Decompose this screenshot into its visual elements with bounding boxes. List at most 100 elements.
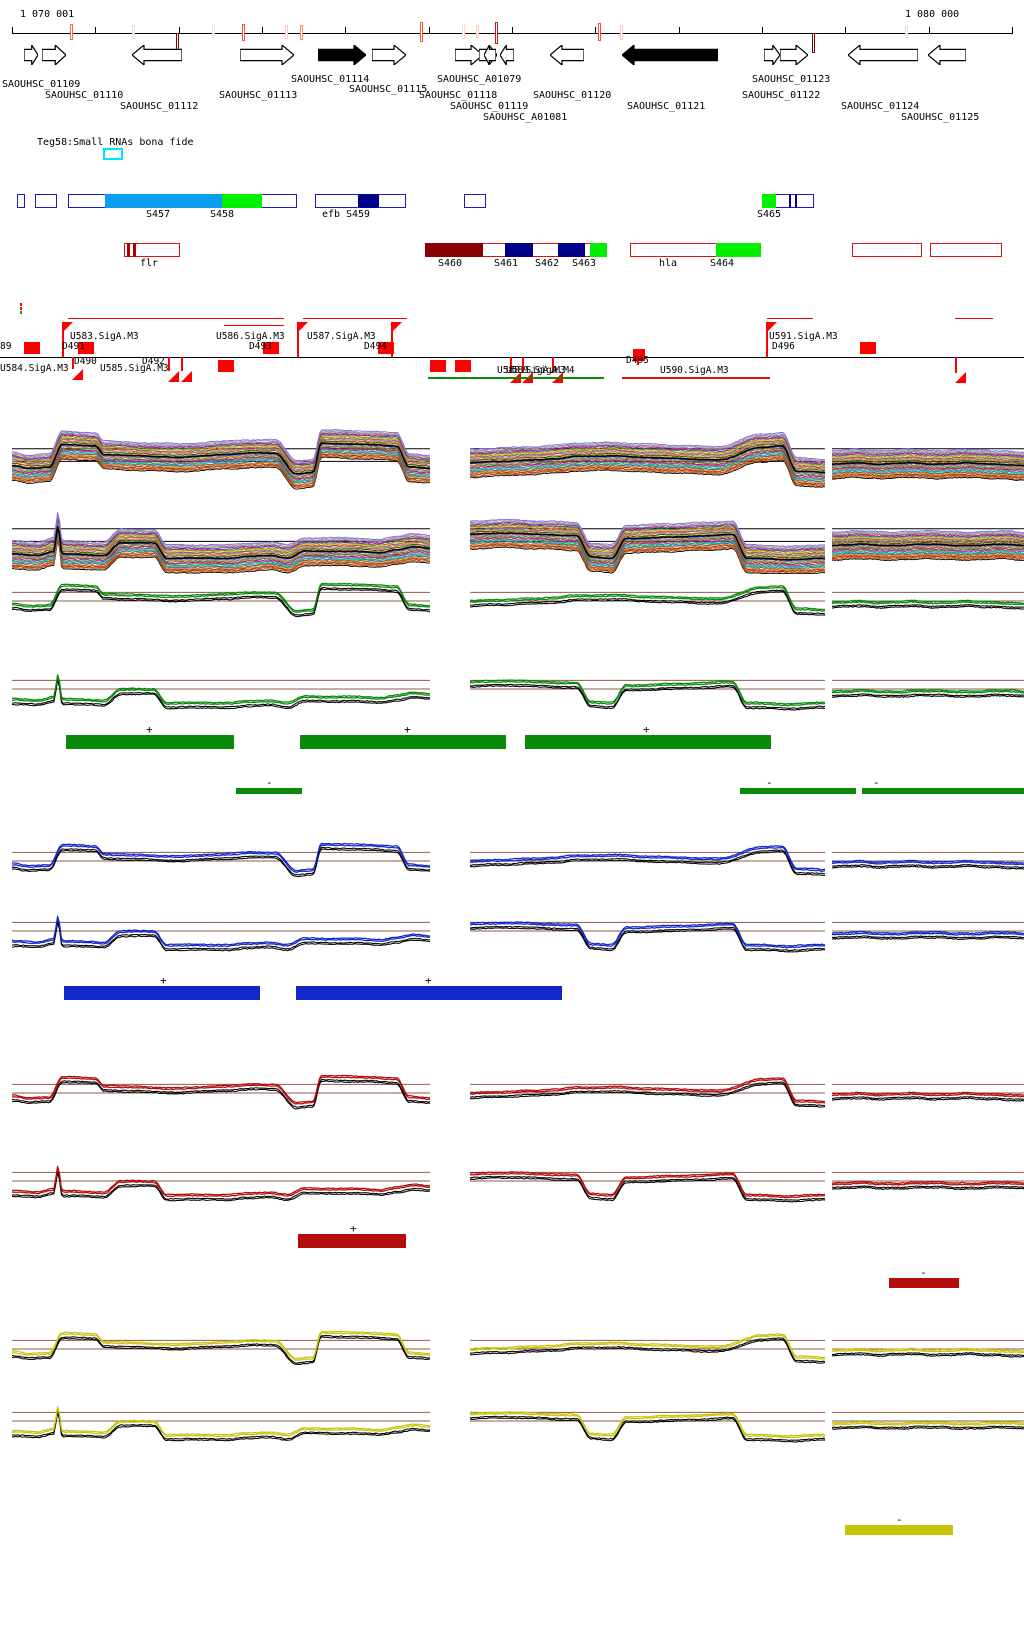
- gene-arrow-saouhsc_01112[interactable]: [132, 45, 182, 65]
- condition-bar-green-plus[interactable]: [525, 735, 771, 749]
- siga-label: D491: [62, 341, 85, 352]
- transcript-segment-label: S464: [710, 258, 735, 269]
- transcript-feature-segment: [558, 243, 585, 257]
- siga-site-marker: [633, 349, 645, 361]
- siga-promoter-flag: [62, 322, 74, 336]
- gene-label: SAOUHSC_01114: [291, 74, 370, 85]
- condition-bar-sign: +: [146, 723, 153, 736]
- expression-profile-panel: [12, 900, 430, 962]
- gene-arrow-saouhsc_a01081[interactable]: [500, 45, 514, 65]
- gene-label: SAOUHSC_01112: [120, 101, 199, 112]
- gene-arrow-saouhsc_01115[interactable]: [372, 45, 406, 65]
- transcript-segment-label: S460: [438, 258, 463, 269]
- condition-bar-green-minus[interactable]: [740, 788, 856, 794]
- restriction-site-icon: [420, 22, 423, 42]
- gene-label: SAOUHSC_01122: [742, 90, 821, 101]
- gene-arrow-saouhsc_01110[interactable]: [42, 45, 66, 65]
- gene-label: SAOUHSC_01119: [450, 101, 529, 112]
- siga-label: 89: [0, 341, 12, 352]
- siga-terminator-flag: [181, 371, 192, 385]
- siga-site-marker: [218, 360, 234, 372]
- siga-span-bar: [68, 318, 281, 319]
- gene-arrow-saouhsc_01124[interactable]: [848, 45, 918, 65]
- siga-stem: [522, 357, 524, 373]
- condition-bar-yellow-minus[interactable]: [845, 1525, 953, 1535]
- condition-bar-green-plus[interactable]: [300, 735, 506, 749]
- siga-stem: [955, 357, 957, 373]
- condition-bar-sign: +: [404, 723, 411, 736]
- siga-stem: [510, 357, 512, 373]
- expression-profile-panel: [470, 1390, 825, 1452]
- expression-profile-panel: [12, 1150, 430, 1212]
- srna-feature-segment: [762, 194, 776, 208]
- expression-profile-panel: [470, 425, 825, 495]
- srna-feature-box[interactable]: [35, 194, 57, 208]
- condition-bar-green-minus[interactable]: [236, 788, 302, 794]
- siga-tick-dot: [20, 307, 22, 310]
- transcript-feature-box[interactable]: [930, 243, 1002, 257]
- srna-track-title: Teg58:Small RNAs bona fide: [37, 137, 194, 148]
- siga-span-bar: [224, 318, 284, 319]
- gene-label: SAOUHSC_01118: [419, 90, 498, 101]
- ruler-tick: [678, 27, 680, 34]
- restriction-site-icon: [242, 24, 245, 41]
- siga-promoter-flag: [297, 322, 309, 336]
- siga-label: U585.SigA.M3: [100, 363, 169, 374]
- expression-profile-panel: [12, 505, 430, 575]
- siga-terminator-flag: [72, 369, 83, 383]
- gene-arrow-saouhsc_01109[interactable]: [24, 45, 38, 65]
- siga-label: U586.SigA.M3: [216, 331, 285, 342]
- siga-stem: [766, 322, 768, 357]
- siga-site-marker: [263, 342, 279, 354]
- expression-profile-panel: [12, 1062, 430, 1124]
- restriction-site-icon: [300, 25, 303, 40]
- gene-arrow-saouhsc_01113[interactable]: [240, 45, 294, 65]
- gene-label: SAOUHSC_01115: [349, 84, 428, 95]
- expression-profile-panel: [470, 570, 825, 632]
- siga-stem: [297, 322, 299, 357]
- expression-profile-panel: [832, 1150, 1024, 1212]
- condition-bar-green-minus[interactable]: [862, 788, 1024, 794]
- condition-bar-red-plus[interactable]: [298, 1234, 406, 1248]
- expression-profile-panel: [832, 658, 1024, 720]
- srna-feature-segment: [222, 194, 262, 208]
- expression-profile-panel: [12, 570, 430, 632]
- condition-bar-blue-plus[interactable]: [296, 986, 562, 1000]
- srna-feature-box[interactable]: [17, 194, 25, 208]
- gene-arrow-saouhsc_01114[interactable]: [318, 45, 366, 65]
- ruler-tick: [345, 27, 347, 34]
- gene-arrow-saouhsc_01123[interactable]: [780, 45, 808, 65]
- srna-feature-box[interactable]: [464, 194, 486, 208]
- gene-arrow-saouhsc_a01079[interactable]: [455, 45, 483, 65]
- condition-bar-green-plus[interactable]: [66, 735, 234, 749]
- restriction-site-icon: [212, 25, 215, 38]
- condition-bar-sign: -: [920, 1266, 927, 1279]
- siga-label: U587.SigA.M3: [307, 331, 376, 342]
- restriction-site-icon: [70, 24, 73, 40]
- ruler-tick: [845, 27, 847, 34]
- gene-label: SAOUHSC_A01079: [437, 74, 522, 85]
- condition-bar-red-minus[interactable]: [889, 1278, 959, 1288]
- condition-bar-blue-plus[interactable]: [64, 986, 260, 1000]
- gene-label: SAOUHSC_01120: [533, 90, 612, 101]
- gene-arrow-saouhsc_01121[interactable]: [622, 45, 718, 65]
- restriction-site-icon: [905, 26, 908, 38]
- gene-label: SAOUHSC_01113: [219, 90, 298, 101]
- siga-label: U583.SigA.M3: [70, 331, 139, 342]
- gene-arrow-saouhsc_01125[interactable]: [928, 45, 966, 65]
- srna-feature-label: efb: [322, 209, 341, 220]
- transcript-feature-box[interactable]: [852, 243, 922, 257]
- siga-span-bar: [955, 318, 993, 319]
- transcript-segment-label: S461: [494, 258, 519, 269]
- gene-arrow-saouhsc_01122[interactable]: [764, 45, 780, 65]
- srna-feature-segment: [105, 194, 222, 208]
- condition-bar-sign: -: [266, 776, 273, 789]
- srna-feature-segment: [358, 194, 379, 208]
- siga-label: U591.SigA.M3: [769, 331, 838, 342]
- gene-arrow-saouhsc_01119[interactable]: [484, 45, 496, 65]
- gene-arrow-saouhsc_01120[interactable]: [550, 45, 584, 65]
- srna-feature-segment: [789, 194, 791, 208]
- expression-profile-panel: [12, 1390, 430, 1452]
- expression-profile-panel: [470, 1150, 825, 1212]
- transcript-feature-box[interactable]: [124, 243, 180, 257]
